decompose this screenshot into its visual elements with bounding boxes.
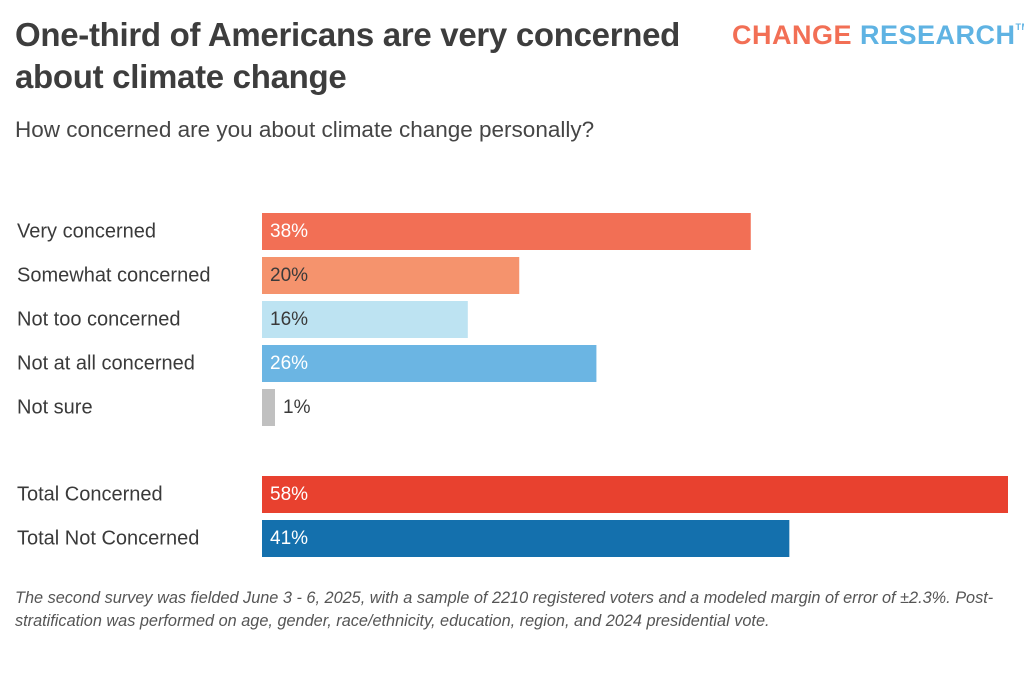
- logo-word-research: RESEARCH: [860, 20, 1016, 50]
- value-label-somewhat-concerned: 20%: [270, 265, 308, 286]
- bar-not-too-concerned: [262, 301, 468, 338]
- value-label-total-not-concerned: 41%: [270, 528, 308, 549]
- logo-word-change: CHANGE: [732, 20, 853, 50]
- category-label-not-too-concerned: Not too concerned: [17, 309, 180, 331]
- bar-total-not-concerned: [262, 520, 790, 557]
- value-label-not-at-all-concerned: 26%: [270, 353, 308, 374]
- category-label-not-sure: Not sure: [17, 397, 93, 419]
- value-label-not-sure: 1%: [283, 397, 311, 418]
- value-label-total-concerned: 58%: [270, 484, 308, 505]
- footnote: The second survey was fielded June 3 - 6…: [15, 589, 994, 630]
- category-label-very-concerned: Very concerned: [17, 221, 156, 243]
- logo-trademark: TM: [1015, 22, 1024, 32]
- chart-title: One-third of Americans are very concerne…: [15, 16, 681, 95]
- bar-somewhat-concerned: [262, 257, 520, 294]
- category-label-total-concerned: Total Concerned: [17, 484, 163, 506]
- bar-chart: Very concerned 38% Somewhat concerned 20% No…: [17, 213, 1008, 557]
- value-label-not-too-concerned: 16%: [270, 309, 308, 330]
- category-label-somewhat-concerned: Somewhat concerned: [17, 265, 210, 287]
- chart-subtitle: How concerned are you about climate chan…: [15, 117, 595, 142]
- bar-very-concerned: [262, 213, 751, 250]
- bar-not-sure: [262, 389, 275, 426]
- category-label-total-not-concerned: Total Not Concerned: [17, 528, 199, 550]
- change-research-logo: CHANGERESEARCHTM: [732, 20, 1024, 51]
- bar-total-concerned: [262, 476, 1008, 513]
- value-label-very-concerned: 38%: [270, 221, 308, 242]
- bar-not-at-all-concerned: [262, 345, 597, 382]
- category-label-not-at-all-concerned: Not at all concerned: [17, 353, 195, 375]
